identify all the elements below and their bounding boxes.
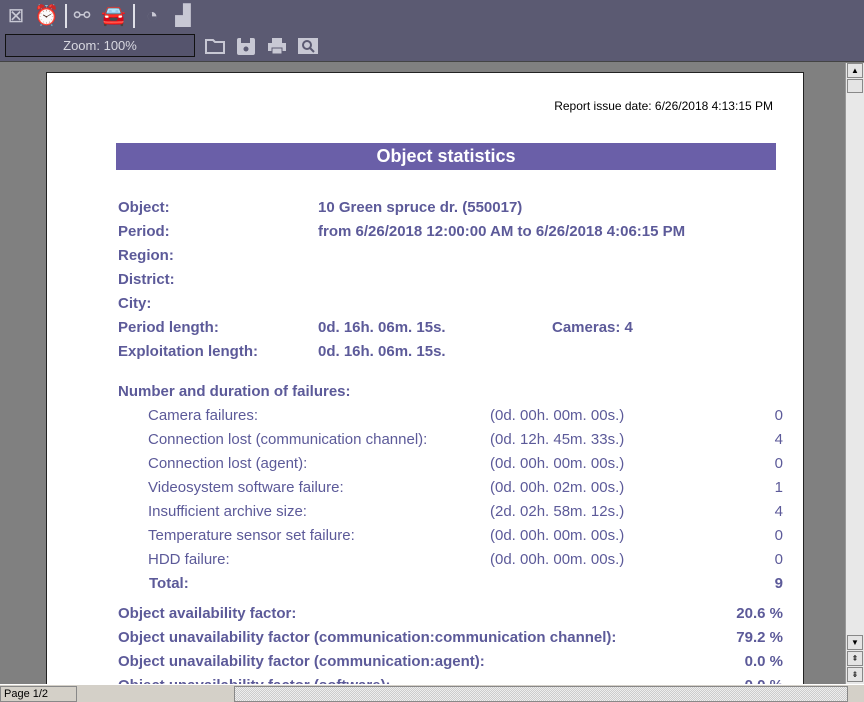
failure-count: 1 (774, 479, 783, 496)
failure-duration: (0d. 00h. 00m. 00s.) (490, 527, 625, 544)
zoom-field[interactable]: Zoom: 100% (5, 34, 195, 57)
cameras-count: Cameras: 4 (552, 319, 633, 336)
factor-label: Object unavailability factor (communicat… (118, 629, 617, 646)
factor-label: Object unavailability factor (software): (118, 677, 391, 684)
factor-value: 79.2 % (736, 629, 783, 646)
car-icon[interactable]: 🚘 (101, 5, 126, 27)
report-viewport: Report issue date: 6/26/2018 4:13:15 PM … (0, 63, 845, 684)
scroll-up-button[interactable]: ▲ (847, 63, 863, 78)
failure-count: 4 (774, 431, 783, 448)
divider (65, 4, 67, 28)
scroll-down-button[interactable]: ▼ (847, 635, 863, 650)
toolbar: ⊠ ⏰ ⚯ 🚘 ◔ ▟ Zoom: 100% (0, 0, 864, 62)
field-value: 0d. 16h. 06m. 15s. (318, 319, 446, 336)
field-value: 10 Green spruce dr. (550017) (318, 199, 523, 216)
failure-name: HDD failure: (148, 551, 230, 568)
failure-count: 0 (774, 455, 783, 472)
field-label: City: (118, 295, 152, 312)
monitor-off-icon[interactable]: ⊠ (7, 5, 25, 27)
failure-count: 0 (774, 527, 783, 544)
report-title: Object statistics (116, 143, 776, 170)
field-value: from 6/26/2018 12:00:00 AM to 6/26/2018 … (318, 223, 686, 240)
pie-chart-icon[interactable]: ◔ (145, 5, 159, 27)
search-icon[interactable] (297, 36, 319, 56)
total-value: 9 (774, 575, 783, 592)
field-label: Region: (118, 247, 174, 264)
horizontal-scrollbar[interactable] (234, 686, 848, 702)
field-label: Period length: (118, 319, 219, 336)
failure-name: Connection lost (agent): (148, 455, 308, 472)
field-value: 0d. 16h. 06m. 15s. (318, 343, 446, 360)
field-label: Exploitation length: (118, 343, 258, 360)
factor-label: Object unavailability factor (communicat… (118, 653, 485, 670)
field-label: Period: (118, 223, 170, 240)
failure-count: 4 (774, 503, 783, 520)
alarm-clock-icon[interactable]: ⏰ (34, 5, 59, 27)
bar-chart-icon[interactable]: ▟ (175, 5, 191, 27)
status-bar: Page 1/2 (0, 684, 864, 702)
failure-name: Temperature sensor set failure: (148, 527, 355, 544)
tape-recorder-icon[interactable]: ⚯ (73, 5, 91, 27)
page-up-button[interactable]: ⇞ (847, 651, 863, 666)
factor-value: 20.6 % (736, 605, 783, 622)
factor-label: Object availability factor: (118, 605, 297, 622)
issue-date: Report issue date: 6/26/2018 4:13:15 PM (554, 99, 773, 113)
factor-value: 0.0 % (744, 653, 783, 670)
failures-heading: Number and duration of failures: (118, 383, 351, 400)
vertical-scrollbar[interactable]: ▲ ▼ ⇞ ⇟ (845, 63, 864, 684)
divider (133, 4, 135, 28)
failure-name: Insufficient archive size: (148, 503, 307, 520)
failure-duration: (0d. 12h. 45m. 33s.) (490, 431, 625, 448)
folder-icon[interactable] (204, 36, 226, 56)
failure-duration: (0d. 00h. 00m. 00s.) (490, 551, 625, 568)
failure-duration: (0d. 00h. 00m. 00s.) (490, 455, 625, 472)
scroll-thumb[interactable] (847, 79, 863, 93)
total-label: Total: (149, 575, 189, 592)
page-down-button[interactable]: ⇟ (847, 667, 863, 682)
failure-duration: (2d. 02h. 58m. 12s.) (490, 503, 625, 520)
failure-name: Videosystem software failure: (148, 479, 344, 496)
failure-duration: (0d. 00h. 00m. 00s.) (490, 407, 625, 424)
field-label: District: (118, 271, 175, 288)
report-page: Report issue date: 6/26/2018 4:13:15 PM … (46, 72, 804, 684)
factor-value: 0.0 % (745, 677, 783, 684)
print-icon[interactable] (266, 36, 288, 56)
failure-count: 0 (774, 407, 783, 424)
failure-duration: (0d. 00h. 02m. 00s.) (490, 479, 625, 496)
failure-name: Connection lost (communication channel): (148, 431, 428, 448)
save-icon[interactable] (235, 36, 257, 56)
field-label: Object: (118, 199, 170, 216)
failure-count: 0 (774, 551, 783, 568)
page-indicator: Page 1/2 (0, 686, 77, 702)
failure-name: Camera failures: (148, 407, 259, 424)
